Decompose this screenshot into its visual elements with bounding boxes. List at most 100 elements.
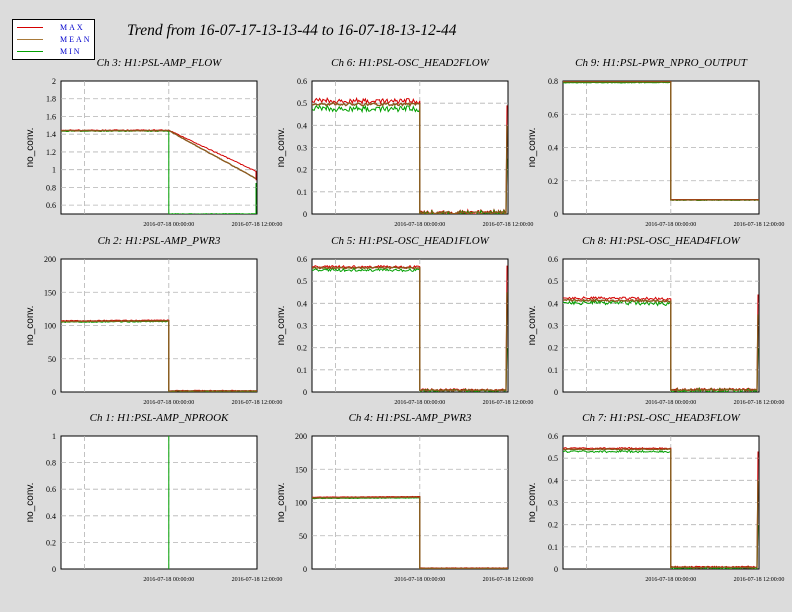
- y-tick-label: 0.1: [548, 543, 558, 552]
- chart-panel: Ch 5: H1:PSL-OSC_HEAD1FLOW 0 0.1 0.2 0.3 0.4 0…: [276, 235, 533, 406]
- y-tick-label: 1.8: [46, 95, 56, 104]
- y-tick-label: 0.4: [548, 144, 558, 153]
- y-axis-label: no_conv.: [527, 483, 538, 523]
- y-tick-label: 200: [295, 432, 307, 441]
- y-tick-label: 0: [554, 210, 558, 219]
- y-tick-label: 0.2: [46, 538, 56, 547]
- y-tick-label: 0.1: [297, 366, 307, 375]
- series-mean-line: [312, 101, 508, 214]
- page-title: Trend from 16-07-17-13-13-44 to 16-07-18…: [127, 22, 457, 39]
- legend-swatch-mean: [17, 39, 43, 40]
- y-tick-label: 1.6: [46, 112, 56, 121]
- y-tick-label: 0.8: [548, 77, 558, 86]
- series-min-line: [563, 449, 759, 569]
- y-axis-label: no_conv.: [527, 128, 538, 168]
- y-tick-label: 0.6: [548, 432, 558, 441]
- y-tick-label: 0.5: [297, 99, 307, 108]
- y-tick-label: 0.2: [548, 177, 558, 186]
- y-tick-label: 0.3: [548, 322, 558, 331]
- chart-panel: Ch 1: H1:PSL-AMP_NPROOK 0 0.2 0.4 0.6 0.8 1 201…: [25, 412, 282, 583]
- x-tick-label: 2016-07-18 12:00:00: [734, 222, 785, 228]
- y-tick-label: 1.2: [46, 148, 56, 157]
- y-tick-label: 0.1: [297, 188, 307, 197]
- plot-area: [60, 80, 258, 215]
- y-tick-label: 1: [52, 166, 56, 175]
- chart-title: Ch 6: H1:PSL-OSC_HEAD2FLOW: [331, 57, 489, 69]
- x-tick-label: 2016-07-18 12:00:00: [734, 577, 785, 583]
- y-tick-label: 0.2: [297, 166, 307, 175]
- series-mean-line: [563, 448, 759, 569]
- y-tick-label: 1: [52, 432, 56, 441]
- y-tick-label: 0: [554, 388, 558, 397]
- x-tick-label: 2016-07-18 00:00:00: [645, 400, 696, 406]
- chart-panel: Ch 9: H1:PSL-PWR_NPRO_OUTPUT 0 0.2 0.4 0.6 0.…: [527, 57, 784, 228]
- chart-title: Ch 5: H1:PSL-OSC_HEAD1FLOW: [331, 235, 489, 247]
- y-tick-label: 0.6: [46, 485, 56, 494]
- chart-panel: Ch 4: H1:PSL-AMP_PWR3 0 50 100 150 200 2016-07…: [276, 412, 533, 583]
- y-tick-label: 0: [52, 565, 56, 574]
- chart-panel: Ch 2: H1:PSL-AMP_PWR3 0 50 100 150 200 2016-07…: [25, 235, 282, 406]
- y-tick-label: 0.6: [548, 255, 558, 264]
- y-tick-label: 0.6: [297, 255, 307, 264]
- chart-title: Ch 4: H1:PSL-AMP_PWR3: [349, 412, 472, 424]
- x-tick-label: 2016-07-18 12:00:00: [483, 222, 534, 228]
- legend-item-max: MAX: [17, 22, 95, 34]
- x-tick-label: 2016-07-18 12:00:00: [483, 400, 534, 406]
- y-axis-label: no_conv.: [25, 483, 36, 523]
- y-tick-label: 150: [295, 465, 307, 474]
- x-tick-label: 2016-07-18 12:00:00: [232, 400, 283, 406]
- y-tick-label: 0: [303, 388, 307, 397]
- series-max-line: [312, 96, 508, 214]
- series-min-line: [312, 104, 508, 214]
- legend-item-mean: MEAN: [17, 34, 95, 46]
- y-tick-label: 0.6: [548, 110, 558, 119]
- x-tick-label: 2016-07-18 00:00:00: [143, 577, 194, 583]
- y-tick-label: 0: [554, 565, 558, 574]
- y-tick-label: 0.8: [46, 459, 56, 468]
- y-tick-label: 0: [303, 565, 307, 574]
- series-min-line: [312, 267, 508, 392]
- y-tick-label: 0.3: [297, 144, 307, 153]
- chart-title: Ch 8: H1:PSL-OSC_HEAD4FLOW: [582, 235, 740, 247]
- x-tick-label: 2016-07-18 00:00:00: [394, 577, 445, 583]
- legend-item-min: MIN: [17, 46, 95, 58]
- y-tick-label: 0.3: [548, 499, 558, 508]
- y-tick-label: 0.4: [46, 512, 56, 521]
- y-tick-label: 0.2: [548, 521, 558, 530]
- y-axis-label: no_conv.: [276, 306, 287, 346]
- y-tick-label: 0.5: [548, 277, 558, 286]
- chart-title: Ch 9: H1:PSL-PWR_NPRO_OUTPUT: [575, 57, 748, 69]
- y-axis-label: no_conv.: [276, 128, 287, 168]
- x-tick-label: 2016-07-18 00:00:00: [143, 222, 194, 228]
- legend: MAX MEAN MIN: [12, 19, 95, 60]
- y-tick-label: 0.4: [297, 121, 307, 130]
- legend-label-min: MIN: [60, 47, 82, 56]
- series-mean-line: [312, 496, 508, 569]
- y-tick-label: 1.4: [46, 130, 56, 139]
- y-axis-label: no_conv.: [25, 306, 36, 346]
- y-tick-label: 100: [44, 322, 56, 331]
- y-tick-label: 0.4: [548, 299, 558, 308]
- legend-swatch-min: [17, 51, 43, 52]
- y-tick-label: 50: [48, 355, 56, 364]
- y-tick-label: 200: [44, 255, 56, 264]
- y-tick-label: 0: [52, 388, 56, 397]
- y-axis-label: no_conv.: [25, 128, 36, 168]
- y-tick-label: 0.2: [297, 344, 307, 353]
- legend-label-mean: MEAN: [60, 35, 92, 44]
- y-tick-label: 0.4: [297, 299, 307, 308]
- x-tick-label: 2016-07-18 12:00:00: [232, 222, 283, 228]
- chart-title: Ch 2: H1:PSL-AMP_PWR3: [98, 235, 221, 247]
- y-tick-label: 150: [44, 288, 56, 297]
- y-tick-label: 100: [295, 499, 307, 508]
- y-axis-label: no_conv.: [276, 483, 287, 523]
- x-tick-label: 2016-07-18 12:00:00: [734, 400, 785, 406]
- x-tick-label: 2016-07-18 00:00:00: [394, 400, 445, 406]
- chart-panel: Ch 3: H1:PSL-AMP_FLOW 0.6 0.8 1 1.2 1.4 1.6 1.8…: [25, 57, 282, 228]
- x-tick-label: 2016-07-18 00:00:00: [645, 222, 696, 228]
- y-tick-label: 0.4: [548, 476, 558, 485]
- y-tick-label: 0.3: [297, 322, 307, 331]
- chart-title: Ch 7: H1:PSL-OSC_HEAD3FLOW: [582, 412, 740, 424]
- chart-title: Ch 1: H1:PSL-AMP_NPROOK: [90, 412, 229, 424]
- series-mean-line: [563, 298, 759, 392]
